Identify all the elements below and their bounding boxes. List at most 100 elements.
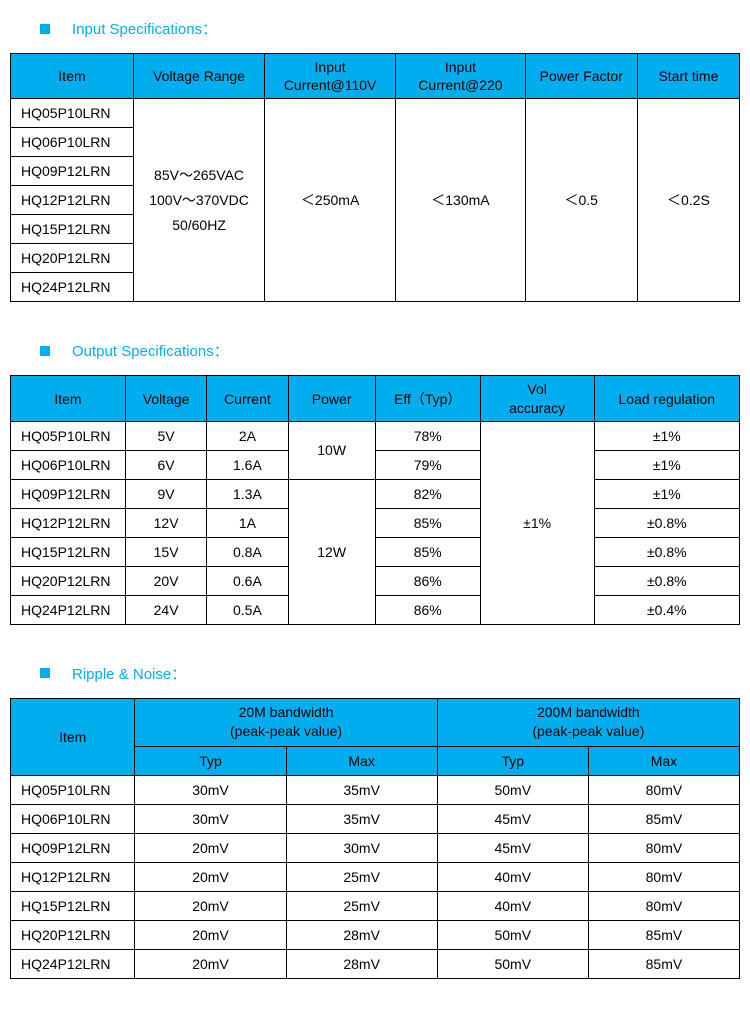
col-current: Current xyxy=(207,376,288,421)
table-cell: 9V xyxy=(125,479,206,508)
col-power: Power xyxy=(288,376,375,421)
table-cell: 20mV xyxy=(135,949,286,978)
power-10w-cell: 10W xyxy=(288,421,375,479)
table-cell: HQ15P12LRN xyxy=(11,891,135,920)
table-cell: HQ09P12LRN xyxy=(11,157,134,186)
table-cell: ±0.8% xyxy=(594,537,739,566)
table-cell: 50mV xyxy=(437,920,588,949)
table-cell: HQ05P10LRN xyxy=(11,421,126,450)
table-cell: 24V xyxy=(125,595,206,624)
bullet-icon xyxy=(40,346,50,356)
table-cell: 6V xyxy=(125,450,206,479)
col-voltage-range: Voltage Range xyxy=(134,54,265,99)
table-cell: 28mV xyxy=(286,949,437,978)
table-cell: HQ06P10LRN xyxy=(11,450,126,479)
table-cell: 85mV xyxy=(588,949,739,978)
col-item: Item xyxy=(11,698,135,775)
table-cell: HQ15P12LRN xyxy=(11,215,134,244)
section-header-output: Output Specifications： xyxy=(40,340,740,361)
table-cell: 85% xyxy=(375,537,480,566)
table-cell: HQ24P12LRN xyxy=(11,595,126,624)
voltage-range-cell: 85V～265VAC 100V～370VDC 50/60HZ xyxy=(134,99,265,302)
table-cell: HQ06P10LRN xyxy=(11,128,134,157)
table-cell: 30mV xyxy=(135,775,286,804)
table-cell: 0.6A xyxy=(207,566,288,595)
col-item: Item xyxy=(11,54,134,99)
col-load-reg: Load regulation xyxy=(594,376,739,421)
table-cell: 30mV xyxy=(135,804,286,833)
table-cell: HQ20P12LRN xyxy=(11,566,126,595)
table-cell: HQ06P10LRN xyxy=(11,804,135,833)
table-cell: HQ12P12LRN xyxy=(11,862,135,891)
table-cell: 20mV xyxy=(135,833,286,862)
table-cell: 86% xyxy=(375,566,480,595)
table-cell: 1A xyxy=(207,508,288,537)
table-cell: 0.5A xyxy=(207,595,288,624)
col-vol-accuracy: Volaccuracy xyxy=(480,376,594,421)
table-cell: 82% xyxy=(375,479,480,508)
table-cell: 80mV xyxy=(588,775,739,804)
sub-max-20: Max xyxy=(286,746,437,775)
table-cell: 85mV xyxy=(588,920,739,949)
table-cell: 28mV xyxy=(286,920,437,949)
col-200m: 200M bandwidth (peak-peak value) xyxy=(437,698,739,746)
power-12w-cell: 12W xyxy=(288,479,375,624)
col-voltage: Voltage xyxy=(125,376,206,421)
sub-typ-20: Typ xyxy=(135,746,286,775)
col-current-220: Input Current@220 xyxy=(396,54,525,99)
table-cell: HQ05P10LRN xyxy=(11,99,134,128)
section-header-input: Input Specifications： xyxy=(40,18,740,39)
table-cell: 20mV xyxy=(135,862,286,891)
bullet-icon xyxy=(40,668,50,678)
current-110-cell: ＜250mA xyxy=(265,99,396,302)
table-cell: ±1% xyxy=(594,421,739,450)
start-time-cell: ＜0.2S xyxy=(637,99,739,302)
bullet-icon xyxy=(40,24,50,34)
table-cell: ±1% xyxy=(594,479,739,508)
table-cell: 20mV xyxy=(135,920,286,949)
table-cell: 45mV xyxy=(437,833,588,862)
input-spec-table: Item Voltage Range Input Current@110V In… xyxy=(10,53,740,302)
col-20m: 20M bandwidth (peak-peak value) xyxy=(135,698,437,746)
table-cell: HQ20P12LRN xyxy=(11,244,134,273)
table-cell: 85% xyxy=(375,508,480,537)
table-cell: HQ20P12LRN xyxy=(11,920,135,949)
table-cell: 80mV xyxy=(588,862,739,891)
table-cell: 1.6A xyxy=(207,450,288,479)
table-cell: HQ12P12LRN xyxy=(11,186,134,215)
table-cell: 80mV xyxy=(588,833,739,862)
table-cell: HQ24P12LRN xyxy=(11,273,134,302)
section-title-input: Input Specifications： xyxy=(72,18,217,39)
vol-accuracy-cell: ±1% xyxy=(480,421,594,624)
table-cell: 20mV xyxy=(135,891,286,920)
table-cell: HQ15P12LRN xyxy=(11,537,126,566)
table-cell: 1.3A xyxy=(207,479,288,508)
table-cell: HQ24P12LRN xyxy=(11,949,135,978)
table-cell: 85mV xyxy=(588,804,739,833)
table-cell: HQ12P12LRN xyxy=(11,508,126,537)
table-cell: ±0.4% xyxy=(594,595,739,624)
table-cell: 40mV xyxy=(437,891,588,920)
col-eff: Eff（Typ） xyxy=(375,376,480,421)
col-power-factor: Power Factor xyxy=(525,54,637,99)
table-cell: 78% xyxy=(375,421,480,450)
table-cell: 12V xyxy=(125,508,206,537)
table-cell: 5V xyxy=(125,421,206,450)
section-header-ripple: Ripple & Noise： xyxy=(40,663,740,684)
output-spec-table: Item Voltage Current Power Eff（Typ） Vola… xyxy=(10,375,740,624)
table-cell: 35mV xyxy=(286,804,437,833)
table-cell: ±1% xyxy=(594,450,739,479)
table-cell: 45mV xyxy=(437,804,588,833)
table-cell: 80mV xyxy=(588,891,739,920)
table-cell: HQ05P10LRN xyxy=(11,775,135,804)
table-cell: HQ09P12LRN xyxy=(11,479,126,508)
table-cell: 50mV xyxy=(437,775,588,804)
table-cell: 50mV xyxy=(437,949,588,978)
table-cell: 30mV xyxy=(286,833,437,862)
table-cell: 40mV xyxy=(437,862,588,891)
table-cell: 25mV xyxy=(286,862,437,891)
col-item: Item xyxy=(11,376,126,421)
table-cell: 2A xyxy=(207,421,288,450)
sub-max-200: Max xyxy=(588,746,739,775)
table-cell: 35mV xyxy=(286,775,437,804)
